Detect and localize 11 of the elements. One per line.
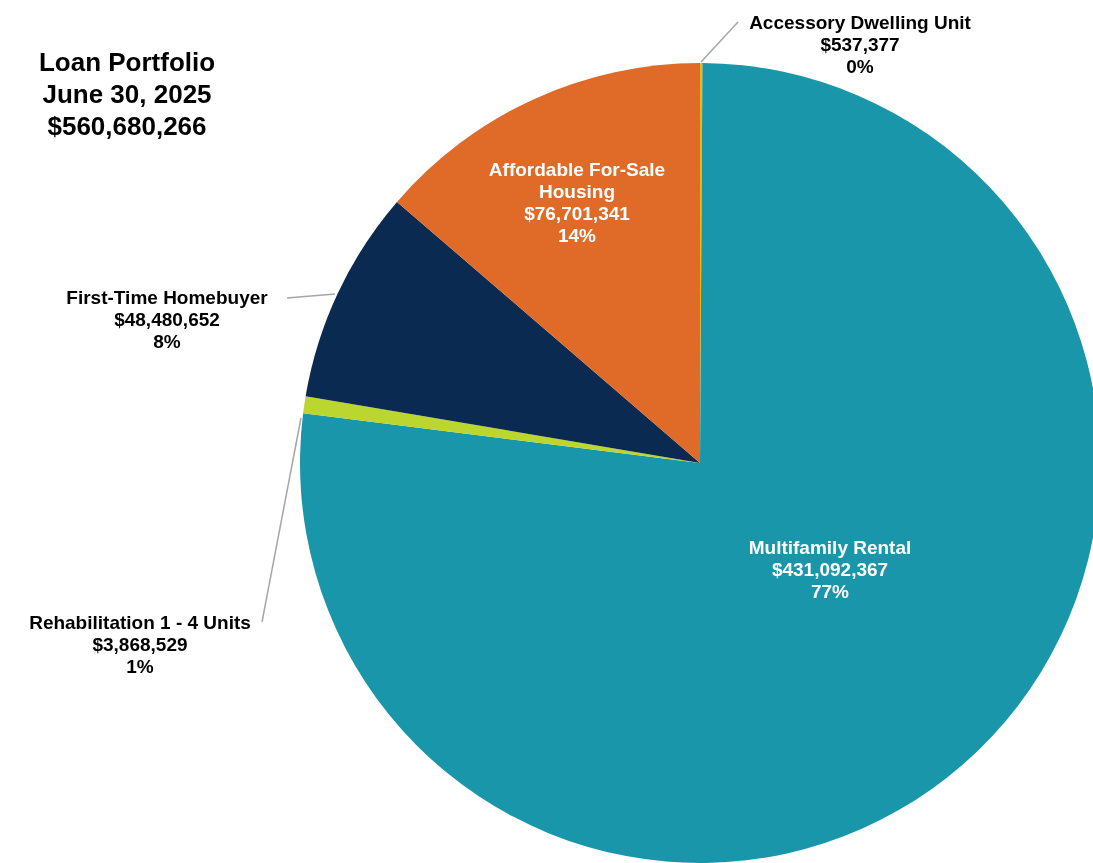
data-label: $76,701,341 14% [524,203,631,246]
slice-label: Rehabilitation 1 - 4 Units [29,612,251,633]
text: Loan Portfolio June 30, 2025 $560,680,266 [38,47,216,141]
slice-label: Accessory Dwelling Unit [749,12,972,33]
slice-label: First-Time Homebuyer [66,287,269,308]
data-label: $537,377 0% [820,34,900,77]
data-label: $431,092,367 77% [771,559,889,602]
slice-label: Multifamily Rental [748,537,912,558]
data-label: $48,480,652 8% [114,309,220,352]
slice-label: Affordable For-Sale Housing [488,159,666,202]
data-label: $3,868,529 1% [92,634,188,677]
